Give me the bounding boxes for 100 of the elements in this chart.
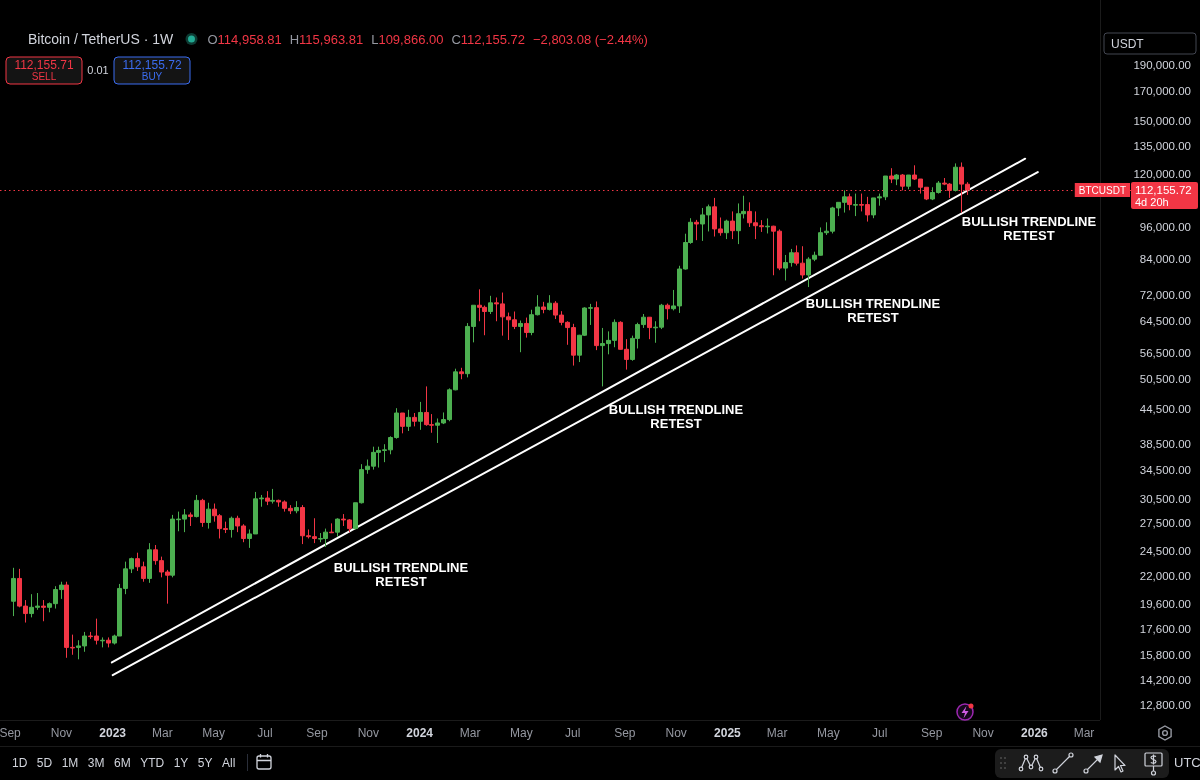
- annotation: L109,866.00: [371, 32, 444, 47]
- x-tick-label: 2025: [714, 726, 742, 740]
- text: All: [222, 756, 236, 770]
- text: UTC: [1174, 755, 1200, 770]
- annotation: BULLISH TRENDLINE RETEST: [805, 296, 941, 325]
- x-tick-label: 2024: [406, 726, 434, 740]
- candlestick: [665, 303, 670, 320]
- annotation: BULLISH TRENDLINE RETEST: [333, 560, 469, 589]
- x-tick-label: Jul: [257, 726, 273, 740]
- y-tick-label: 12,800.00: [1139, 698, 1191, 711]
- candlestick: [294, 500, 299, 514]
- candlestick: [524, 317, 529, 339]
- text: 1D: [12, 756, 28, 770]
- y-tick-label: 64,500.00: [1139, 315, 1191, 328]
- x-tick-label: Sep: [614, 726, 636, 740]
- candlestick: [194, 494, 199, 518]
- text: 1Y: [173, 756, 189, 770]
- candlestick: [541, 301, 546, 314]
- text: 1M: [61, 756, 79, 770]
- y-tick-label: 27,500.00: [1139, 517, 1191, 530]
- y-tick-label: 15,800.00: [1139, 648, 1191, 661]
- candlestick: [265, 490, 270, 506]
- candlestick: [906, 174, 911, 190]
- annotation: H115,963.81: [289, 32, 364, 47]
- candlestick: [200, 498, 205, 528]
- x-tick-label: Jul: [565, 726, 581, 740]
- y-tick-label: 190,000.00: [1133, 59, 1191, 72]
- text: 5D: [36, 756, 53, 770]
- candlestick: [518, 320, 523, 353]
- x-tick-label: Mar: [766, 726, 788, 740]
- candlestick: [694, 219, 699, 241]
- annotation: −2,803.08 (−2.44%): [532, 32, 648, 47]
- y-tick-label: 84,000.00: [1139, 252, 1191, 265]
- candlestick: [594, 301, 599, 351]
- annotation: C112,155.72: [451, 32, 525, 47]
- y-tick-label: 38,500.00: [1139, 437, 1191, 450]
- x-tick-label: May: [817, 726, 840, 740]
- annotation: BULLISH TRENDLINE RETEST: [608, 402, 744, 431]
- candlestick: [647, 316, 652, 340]
- y-tick-label: 17,600.00: [1139, 623, 1191, 636]
- text: USDT: [1111, 37, 1145, 51]
- candlestick: [412, 412, 417, 427]
- x-tick-label: Nov: [357, 726, 380, 740]
- y-tick-label: 135,000.00: [1133, 140, 1191, 153]
- y-tick-label: 14,200.00: [1139, 674, 1191, 687]
- y-tick-label: 72,000.00: [1139, 289, 1191, 302]
- annotation: 0.01: [87, 64, 109, 76]
- candlestick: [229, 516, 234, 539]
- x-tick-label: Sep: [306, 726, 329, 740]
- x-tick-label: Mar: [1073, 726, 1095, 740]
- candlestick: [406, 409, 411, 432]
- x-tick-label: May: [202, 726, 225, 740]
- text: Bitcoin / TetherUS · 1W: [28, 31, 175, 47]
- annotation: 112,155.71: [14, 58, 74, 72]
- y-tick-label: 56,500.00: [1139, 346, 1191, 359]
- text: 4d 20h: [1135, 196, 1169, 208]
- candlestick: [188, 511, 193, 527]
- candlestick: [206, 502, 211, 530]
- x-tick-label: 2023: [99, 726, 127, 740]
- candlestick: [889, 167, 894, 184]
- y-tick-label: 22,000.00: [1139, 570, 1191, 583]
- candlestick: [724, 219, 729, 240]
- annotation: BUY: [141, 71, 163, 82]
- candlestick: [730, 210, 735, 240]
- candlestick: [41, 599, 46, 622]
- candlestick: [335, 517, 340, 538]
- y-tick-label: 44,500.00: [1139, 403, 1191, 416]
- y-tick-label: 50,500.00: [1139, 373, 1191, 386]
- candlestick: [400, 412, 405, 434]
- text: 5Y: [197, 756, 213, 770]
- candlestick: [11, 567, 16, 617]
- ref-line-label: 112,155.72: [1135, 184, 1192, 196]
- annotation: 112,155.72: [122, 58, 182, 72]
- x-tick-label: 2026: [1021, 726, 1049, 740]
- candlestick: [853, 193, 858, 217]
- text: YTD: [140, 756, 165, 770]
- candlestick: [953, 162, 958, 192]
- x-tick-label: Nov: [972, 726, 994, 740]
- x-tick-label: Jul: [871, 726, 888, 740]
- x-tick-label: Sep: [921, 726, 943, 740]
- annotation: SELL: [31, 71, 57, 82]
- candlestick: [894, 173, 899, 186]
- x-tick-label: Sep: [0, 726, 22, 740]
- candlestick: [847, 193, 852, 211]
- candlestick: [900, 173, 905, 191]
- y-tick-label: 150,000.00: [1133, 115, 1191, 128]
- y-tick-label: 120,000.00: [1133, 168, 1191, 181]
- annotation: O114,958.81: [207, 32, 282, 47]
- text: 6M: [114, 756, 131, 770]
- y-tick-label: 34,500.00: [1139, 463, 1191, 476]
- y-tick-label: 96,000.00: [1139, 220, 1191, 233]
- x-tick-label: May: [510, 726, 533, 740]
- candlestick: [106, 636, 111, 648]
- candlestick: [270, 488, 275, 505]
- annotation: BULLISH TRENDLINE RETEST: [961, 214, 1097, 243]
- x-tick-label: Mar: [151, 726, 173, 740]
- y-tick-label: 24,500.00: [1139, 544, 1191, 557]
- candlestick: [488, 295, 493, 315]
- x-tick-label: Nov: [665, 726, 687, 740]
- annotation: BTCUSDT: [1078, 184, 1127, 196]
